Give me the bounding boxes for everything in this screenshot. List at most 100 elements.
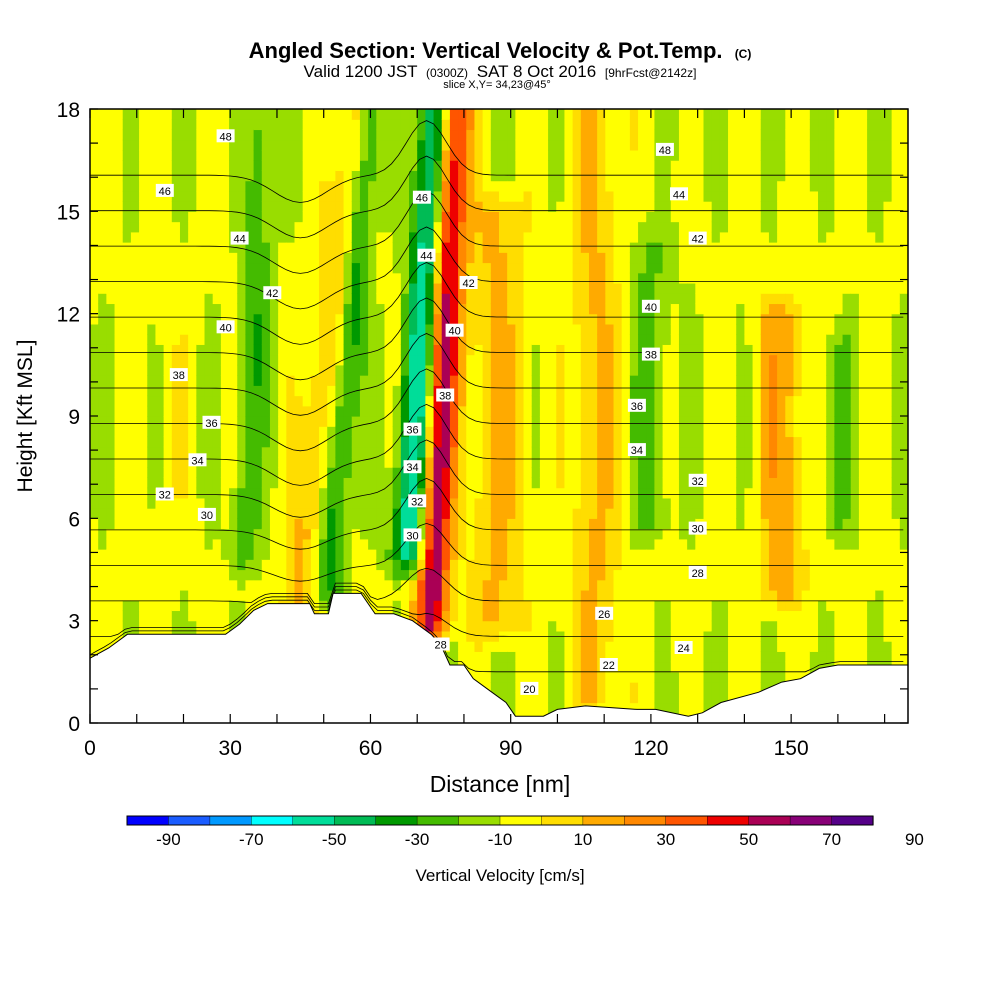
velocity-cell [646, 190, 656, 202]
velocity-cell [98, 242, 107, 253]
velocity-cell [335, 549, 345, 560]
velocity-cell [678, 282, 688, 294]
velocity-cell [588, 385, 598, 397]
velocity-cell [376, 221, 386, 233]
velocity-cell [449, 610, 459, 622]
velocity-cell [433, 139, 443, 151]
velocity-cell [106, 405, 116, 417]
velocity-cell [343, 323, 353, 335]
velocity-cell [425, 139, 435, 151]
slice-label: slice X,Y= 34,23@45° [443, 79, 551, 91]
velocity-cell [359, 518, 369, 530]
velocity-cell [490, 119, 500, 131]
velocity-cell [572, 569, 582, 581]
velocity-cell [548, 426, 557, 438]
velocity-cell [523, 211, 533, 223]
velocity-cell [605, 385, 615, 397]
velocity-cell [163, 272, 173, 284]
velocity-cell [188, 323, 197, 335]
velocity-cell [392, 303, 402, 315]
velocity-cell [621, 405, 631, 417]
velocity-cell [531, 139, 541, 151]
velocity-cell [539, 549, 549, 560]
velocity-cell [670, 528, 680, 540]
velocity-cell [670, 508, 680, 519]
velocity-cell [670, 477, 680, 489]
velocity-cell [90, 416, 99, 427]
velocity-cell [752, 242, 762, 253]
velocity-cell [670, 201, 680, 212]
velocity-cell [654, 549, 664, 560]
velocity-cell [490, 446, 500, 458]
velocity-cell [548, 651, 557, 663]
velocity-cell [719, 508, 729, 519]
velocity-cell [417, 467, 426, 478]
velocity-cell [449, 231, 459, 243]
velocity-cell [760, 201, 770, 212]
velocity-cell [433, 334, 443, 345]
velocity-cell [147, 528, 157, 540]
velocity-cell [130, 313, 140, 325]
velocity-cell [359, 487, 369, 499]
velocity-cell [482, 589, 492, 601]
velocity-cell [466, 344, 476, 356]
velocity-cell [98, 487, 107, 499]
velocity-cell [588, 364, 598, 376]
velocity-cell [384, 170, 394, 182]
velocity-cell [122, 313, 132, 325]
velocity-cell [458, 620, 467, 632]
velocity-cell [515, 323, 525, 335]
velocity-cell [760, 610, 770, 622]
velocity-cell [204, 119, 214, 131]
velocity-cell [368, 303, 377, 315]
velocity-cell [621, 661, 631, 673]
velocity-cell [654, 170, 664, 182]
velocity-cell [539, 405, 549, 417]
velocity-cell [523, 385, 533, 397]
velocity-cell [376, 211, 386, 223]
velocity-cell [155, 119, 165, 131]
velocity-cell [171, 201, 181, 212]
velocity-cell [621, 641, 631, 652]
velocity-cell [261, 242, 271, 253]
velocity-cell [646, 282, 656, 294]
velocity-cell [744, 395, 754, 407]
velocity-cell [359, 559, 369, 571]
velocity-cell [531, 119, 541, 131]
velocity-cell [171, 344, 181, 356]
velocity-cell [744, 334, 754, 345]
velocity-cell [588, 405, 598, 417]
velocity-cell [613, 231, 623, 243]
velocity-cell [106, 354, 116, 366]
velocity-cell [654, 416, 664, 427]
velocity-cell [417, 303, 426, 315]
velocity-cell [736, 313, 745, 325]
velocity-cell [523, 293, 533, 305]
velocity-cell [245, 313, 255, 325]
velocity-cell [695, 682, 705, 693]
velocity-cell [245, 579, 255, 591]
velocity-cell [425, 497, 435, 509]
velocity-cell [613, 497, 623, 509]
velocity-cell [638, 416, 647, 427]
velocity-cell [515, 344, 525, 356]
velocity-cell [441, 528, 451, 540]
velocity-cell [294, 559, 304, 571]
velocity-cell [670, 139, 680, 151]
velocity-cell [400, 180, 410, 192]
velocity-cell [114, 129, 124, 141]
velocity-cell [179, 518, 189, 530]
velocity-cell [269, 497, 279, 509]
velocity-cell [400, 221, 410, 233]
velocity-cell [286, 303, 296, 315]
velocity-cell [212, 160, 222, 171]
velocity-cell [147, 180, 157, 192]
velocity-cell [646, 426, 656, 438]
velocity-cell [515, 160, 525, 171]
velocity-cell [261, 149, 271, 161]
velocity-cell [719, 467, 729, 478]
velocity-cell [188, 180, 197, 192]
velocity-cell [417, 395, 426, 407]
velocity-cell [621, 109, 631, 120]
velocity-cell [441, 354, 451, 366]
